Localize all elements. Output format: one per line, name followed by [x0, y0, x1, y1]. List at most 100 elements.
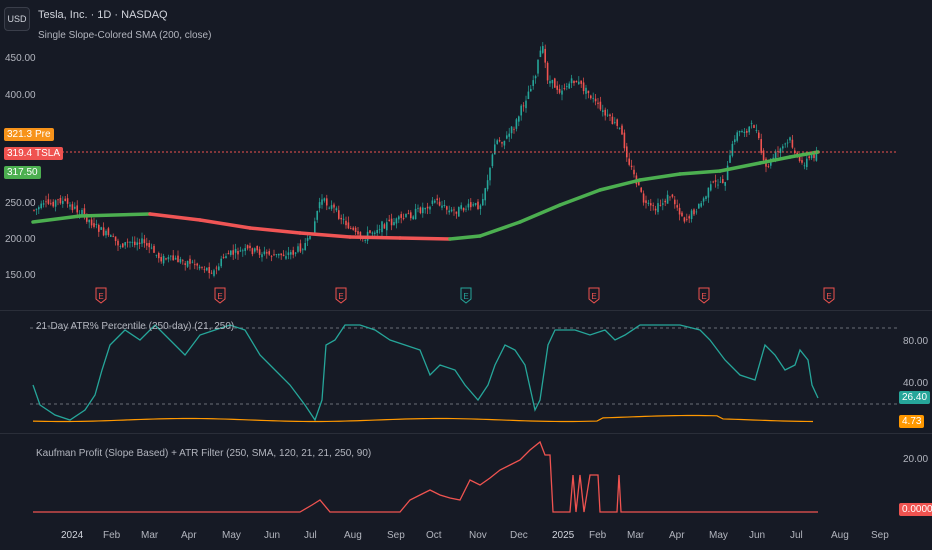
candle	[676, 199, 678, 211]
indicator-title[interactable]: Single Slope-Colored SMA (200, close)	[38, 30, 212, 41]
candle	[592, 92, 594, 103]
earnings-marker[interactable]: E	[460, 287, 472, 304]
candle	[405, 213, 407, 219]
x-label-10: Nov	[469, 530, 487, 541]
x-label-6: Jul	[304, 530, 317, 541]
candle	[573, 80, 575, 86]
candle	[741, 129, 743, 133]
candle	[681, 211, 683, 217]
candlesticks	[33, 42, 818, 279]
candle	[50, 199, 52, 206]
candle	[510, 126, 513, 139]
candle	[642, 190, 645, 206]
currency-button[interactable]: USD	[4, 7, 30, 31]
candle	[498, 137, 501, 143]
candle	[431, 197, 434, 206]
candle	[225, 253, 227, 259]
candle	[191, 259, 194, 264]
x-label-17: Jun	[749, 530, 766, 541]
candle	[580, 80, 582, 88]
earnings-marker[interactable]: E	[335, 287, 347, 304]
candle	[395, 217, 398, 229]
candle	[458, 206, 460, 217]
last-price-tag: 319.41	[4, 147, 41, 160]
candle	[736, 130, 738, 143]
kaufman-line	[33, 440, 818, 513]
candle	[316, 210, 318, 223]
candle	[410, 210, 412, 221]
candle	[285, 250, 287, 261]
candle	[234, 243, 237, 259]
candle	[246, 244, 249, 251]
candle	[119, 244, 122, 249]
candle	[304, 237, 306, 251]
candle	[599, 96, 602, 112]
x-label-7: Aug	[344, 530, 362, 541]
candle	[330, 200, 333, 211]
candle	[710, 180, 712, 192]
candle	[366, 226, 369, 244]
candle	[657, 198, 659, 215]
atr-y-tick-40: 40.00	[903, 378, 929, 389]
candle	[441, 200, 443, 211]
candle	[35, 208, 38, 216]
candle	[489, 167, 491, 186]
atr-pane-title[interactable]: 21-Day ATR% Percentile (250-day) (21, 25…	[36, 321, 235, 332]
candle	[194, 259, 196, 270]
symbol-title[interactable]: Tesla, Inc. · 1D · NASDAQ	[38, 9, 168, 21]
candle	[443, 199, 446, 208]
candle	[712, 180, 714, 184]
candle	[129, 241, 131, 248]
sma-price-tag: 317.50	[4, 166, 41, 179]
candle	[695, 208, 698, 215]
candle	[138, 238, 141, 249]
earnings-marker[interactable]: E	[698, 287, 710, 304]
candle	[434, 198, 436, 204]
candle	[659, 199, 662, 207]
sma-segment	[398, 236, 452, 241]
candle	[568, 81, 570, 89]
time-axis[interactable]: 2024 Feb Mar Apr May Jun Jul Aug Sep Oct Nov Dec 202…	[0, 528, 932, 546]
x-label-16: May	[709, 530, 728, 541]
candle	[381, 220, 383, 236]
candle	[765, 157, 767, 173]
candle	[297, 243, 299, 254]
candle	[753, 124, 755, 129]
candle	[633, 165, 635, 178]
candle	[350, 225, 352, 230]
candle	[280, 253, 282, 260]
candle	[222, 253, 225, 259]
candle	[496, 138, 498, 145]
ticker-tag: TSLA	[32, 147, 64, 160]
candle	[323, 197, 326, 203]
candle	[354, 226, 357, 235]
kaufman-pane-title[interactable]: Kaufman Profit (Slope Based) + ATR Filte…	[36, 448, 372, 459]
earnings-marker[interactable]: E	[214, 287, 226, 304]
candle	[388, 214, 390, 222]
candle	[474, 202, 477, 207]
candle	[419, 206, 422, 215]
candle	[566, 82, 568, 91]
candle	[227, 250, 230, 255]
candle	[273, 249, 275, 256]
pane-separator-1[interactable]	[0, 310, 932, 311]
candle	[218, 263, 220, 271]
earnings-marker[interactable]: E	[95, 287, 107, 304]
candle	[621, 123, 623, 135]
kaufman-y-tick-20: 20.00	[903, 454, 929, 465]
pane-separator-2[interactable]	[0, 433, 932, 434]
candle	[645, 195, 647, 209]
candle	[448, 205, 450, 215]
candle	[270, 255, 273, 262]
sma-segment	[758, 155, 792, 165]
candle	[302, 247, 304, 255]
earnings-marker[interactable]: E	[588, 287, 600, 304]
candle	[491, 153, 494, 169]
candle	[290, 249, 292, 260]
sma-segment	[448, 234, 482, 241]
candle	[801, 156, 803, 165]
candle	[407, 209, 410, 215]
earnings-marker[interactable]: E	[823, 287, 835, 304]
